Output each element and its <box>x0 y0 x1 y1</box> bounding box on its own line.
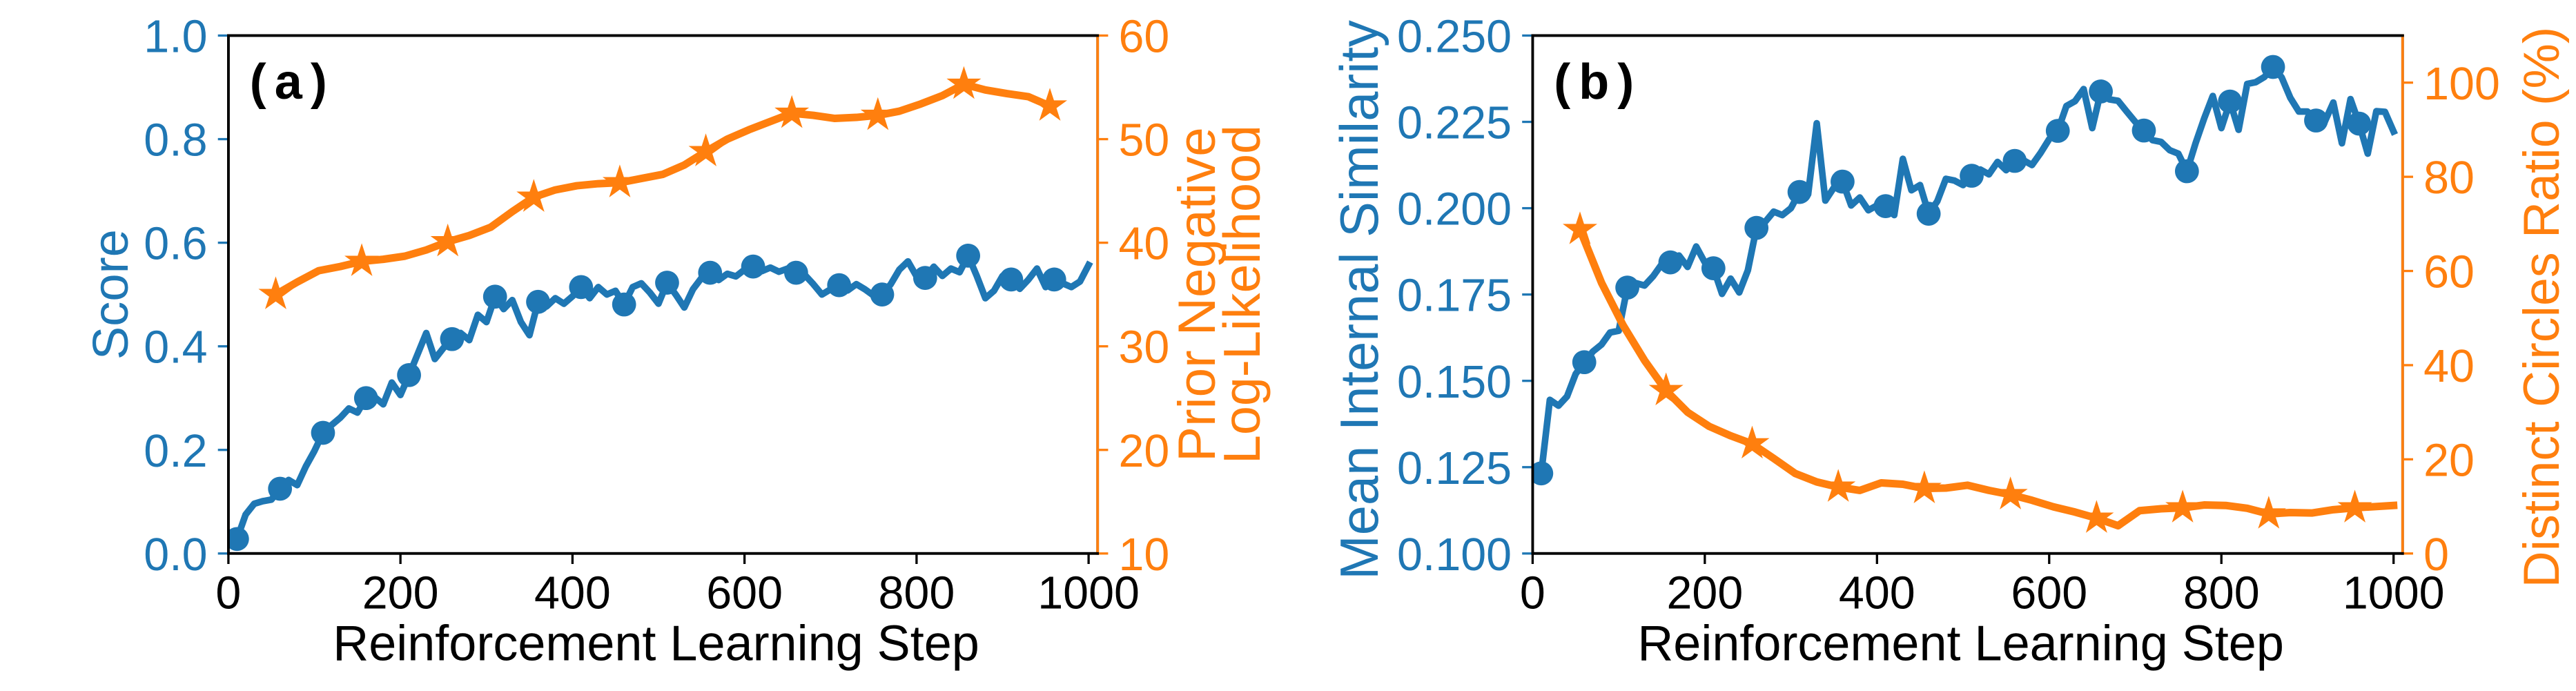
svg-text:600: 600 <box>2011 567 2087 619</box>
svg-text:(b): (b) <box>1554 55 1642 110</box>
svg-text:0.150: 0.150 <box>1397 357 1512 408</box>
svg-text:0.4: 0.4 <box>144 322 207 373</box>
svg-text:200: 200 <box>1666 567 1743 619</box>
svg-text:0: 0 <box>2423 529 2449 581</box>
svg-text:0.125: 0.125 <box>1397 443 1512 494</box>
svg-text:0: 0 <box>1520 567 1545 619</box>
svg-text:800: 800 <box>878 567 955 619</box>
svg-text:100: 100 <box>2423 59 2500 110</box>
svg-text:40: 40 <box>1119 219 1170 270</box>
svg-text:800: 800 <box>2183 567 2260 619</box>
svg-text:Prior Negative: Prior Negative <box>1168 127 1227 462</box>
svg-text:10: 10 <box>1119 529 1170 581</box>
svg-text:Reinforcement Learning Step: Reinforcement Learning Step <box>1637 616 2284 672</box>
svg-text:0.250: 0.250 <box>1397 12 1512 63</box>
svg-text:20: 20 <box>1119 426 1170 477</box>
svg-text:0.8: 0.8 <box>144 115 207 166</box>
svg-text:400: 400 <box>534 567 611 619</box>
svg-text:60: 60 <box>1119 12 1170 63</box>
svg-text:1000: 1000 <box>1037 567 1140 619</box>
svg-text:0: 0 <box>215 567 241 619</box>
svg-text:40: 40 <box>2423 341 2475 392</box>
svg-text:Reinforcement Learning Step: Reinforcement Learning Step <box>333 616 979 672</box>
svg-text:Distinct Circles Ratio (%): Distinct Circles Ratio (%) <box>2512 27 2570 588</box>
svg-text:Score: Score <box>83 229 139 360</box>
svg-text:0.175: 0.175 <box>1397 271 1512 322</box>
svg-text:200: 200 <box>362 567 439 619</box>
svg-text:80: 80 <box>2423 153 2475 204</box>
svg-text:(a): (a) <box>250 55 335 110</box>
svg-text:20: 20 <box>2423 435 2475 486</box>
svg-text:60: 60 <box>2423 247 2475 298</box>
svg-text:50: 50 <box>1119 115 1170 166</box>
svg-text:0.6: 0.6 <box>144 219 207 270</box>
svg-text:0.225: 0.225 <box>1397 98 1512 149</box>
svg-text:Mean Internal Similarity: Mean Internal Similarity <box>1330 20 1389 580</box>
svg-text:Log-Likelihood: Log-Likelihood <box>1213 125 1271 464</box>
svg-text:0.0: 0.0 <box>144 529 207 581</box>
svg-text:0.200: 0.200 <box>1397 184 1512 235</box>
svg-text:600: 600 <box>706 567 783 619</box>
svg-text:400: 400 <box>1839 567 1915 619</box>
svg-text:0.2: 0.2 <box>144 426 207 477</box>
svg-text:1.0: 1.0 <box>144 12 207 63</box>
svg-text:0.100: 0.100 <box>1397 529 1512 581</box>
svg-text:1000: 1000 <box>2343 567 2445 619</box>
svg-text:30: 30 <box>1119 322 1170 373</box>
